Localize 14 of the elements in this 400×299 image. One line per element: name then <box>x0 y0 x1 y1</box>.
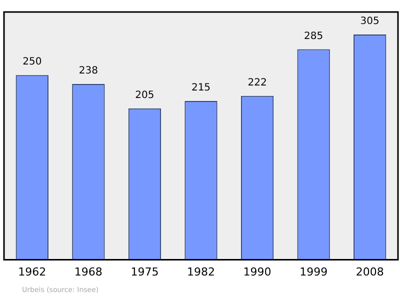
x-tick-label: 1968 <box>74 265 102 278</box>
x-tick-label: 1962 <box>18 265 46 278</box>
data-label: 205 <box>135 90 154 101</box>
data-label: 222 <box>248 77 267 88</box>
x-tick-label: 1982 <box>187 265 215 278</box>
data-label: 250 <box>22 56 42 68</box>
x-tick-label: 1990 <box>243 265 272 278</box>
x-tick-label: 1999 <box>300 265 328 278</box>
x-tick-label: 1975 <box>130 265 159 278</box>
data-label: 215 <box>191 82 211 94</box>
data-label: 238 <box>78 66 98 77</box>
data-label: 285 <box>304 30 324 42</box>
data-label: 305 <box>360 16 380 28</box>
x-tick-label: 2008 <box>356 265 384 278</box>
